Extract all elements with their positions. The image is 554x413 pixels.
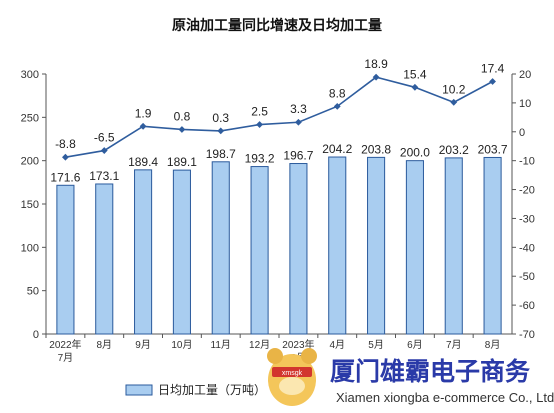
line-value-label: 3.3: [290, 102, 307, 116]
bars: [56, 156, 502, 335]
bar: [483, 156, 502, 335]
line-point: [411, 83, 419, 91]
bar-value-label: 193.2: [245, 152, 275, 166]
bar: [367, 156, 386, 335]
bar-value-label: 198.7: [206, 147, 236, 161]
left-tick-label: 250: [21, 112, 39, 124]
bar: [211, 161, 230, 335]
line-value-label: 1.9: [135, 106, 152, 120]
line-point: [333, 102, 341, 110]
line-point: [178, 126, 186, 133]
left-tick-label: 200: [21, 156, 39, 168]
line-value-label: 8.8: [329, 86, 346, 100]
bar-labels: 171.6 173.1 189.4 189.1 198.7 193.2 196.7 204.2…: [50, 142, 508, 184]
bar-value-label: 200.0: [400, 146, 430, 160]
bar-value-label: 173.1: [89, 169, 119, 183]
growth-line: [62, 73, 496, 161]
bar: [172, 169, 191, 335]
bar: [405, 160, 424, 335]
left-tick-label: 50: [27, 286, 39, 298]
watermark-company-cn: 厦门雄霸电子商务: [330, 357, 530, 386]
right-tick-label: -70: [519, 329, 535, 341]
left-tick-label: 300: [21, 69, 39, 81]
x-tick-label: 4月: [329, 339, 345, 351]
line-value-label: -8.8: [55, 137, 76, 151]
legend-label: 日均加工量（万吨）: [158, 383, 266, 397]
bar-value-label: 189.1: [167, 155, 197, 169]
bar: [56, 184, 75, 335]
line-value-label: 0.3: [212, 111, 229, 125]
x-tick-label: 8月: [485, 339, 501, 351]
line-value-label: -6.5: [94, 131, 115, 145]
x-tick-label: 8月: [96, 339, 112, 351]
watermark: xmsgk 厦门雄霸电子商务 Xiamen xiongba e-commerce…: [267, 348, 554, 406]
mascot-logo: xmsgk: [267, 348, 317, 406]
right-tick-label: 20: [519, 69, 531, 81]
line-value-label: 10.2: [442, 82, 466, 96]
legend: 日均加工量（万吨）: [125, 383, 266, 397]
svg-text:xmsgk: xmsgk: [282, 370, 303, 377]
bar: [95, 183, 114, 335]
line-value-label: 0.8: [174, 109, 191, 123]
left-tick-label: 0: [33, 329, 39, 341]
line-value-label: 17.4: [481, 62, 505, 76]
right-tick-label: -10: [519, 156, 535, 168]
line-point: [372, 73, 380, 81]
bar-value-label: 189.4: [128, 155, 158, 169]
bar: [289, 163, 308, 335]
x-tick-label: 7月: [446, 339, 462, 351]
bar-value-label: 203.2: [439, 143, 469, 157]
line-point: [100, 147, 108, 154]
bar-value-label: 204.2: [322, 142, 352, 156]
growth-line-path: [65, 76, 493, 158]
line-point: [489, 78, 496, 85]
bar: [134, 169, 153, 335]
line-value-label: 2.5: [251, 105, 268, 119]
right-tick-label: -20: [519, 185, 535, 197]
right-tick-label: -40: [519, 242, 535, 254]
line-value-label: 18.9: [364, 57, 388, 71]
line-point: [217, 127, 225, 135]
line-labels: -8.8 -6.5 1.9 0.8 0.3 2.5 3.3 8.8 18.9 15.4 10.2 17…: [55, 57, 505, 151]
right-tick-label: 10: [519, 98, 531, 110]
line-point: [139, 122, 147, 130]
watermark-company-en: Xiamen xiongba e-commerce Co., Ltd: [336, 390, 554, 405]
x-tick-label: 11月: [211, 339, 231, 351]
line-point: [62, 153, 69, 161]
x-tick-label: 12月: [249, 339, 270, 351]
bar-value-label: 196.7: [283, 149, 313, 163]
bar: [250, 166, 269, 335]
line-point: [295, 118, 302, 126]
chart-title: 原油加工量同比增速及日均加工量: [172, 17, 382, 33]
x-tick-label: 10月: [171, 339, 192, 351]
legend-swatch: [125, 384, 153, 396]
line-point: [256, 121, 263, 128]
bar-value-label: 171.6: [50, 170, 80, 184]
x-tick-label: 7月: [58, 352, 74, 364]
right-tick-label: -50: [519, 271, 535, 283]
right-tick-label: -30: [519, 213, 535, 225]
bar-value-label: 203.8: [361, 142, 391, 156]
bar-value-label: 203.7: [478, 142, 508, 156]
left-tick-label: 100: [21, 242, 39, 254]
x-tick-label: 6月: [407, 339, 423, 351]
x-tick-label: 2022年: [49, 338, 81, 351]
line-value-label: 15.4: [403, 67, 427, 81]
right-tick-label: -60: [519, 300, 535, 312]
bar: [328, 156, 347, 335]
right-tick-label: 0: [519, 127, 525, 139]
left-tick-label: 150: [21, 199, 39, 211]
bar: [444, 157, 463, 335]
x-tick-label: 9月: [135, 339, 151, 351]
x-tick-label: 5月: [368, 339, 384, 351]
line-point: [450, 98, 458, 106]
x-tick-label: 2023年: [282, 338, 314, 351]
right-axis: -70 -60 -50 -40 -30 -20 -10 0 10 20: [511, 69, 535, 341]
